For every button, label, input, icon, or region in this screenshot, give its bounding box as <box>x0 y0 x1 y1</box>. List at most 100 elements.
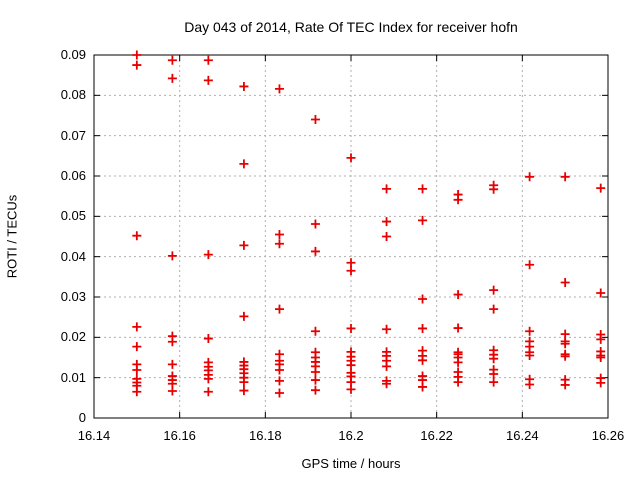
data-point-marker <box>560 339 570 349</box>
data-point-marker <box>525 172 535 182</box>
data-point-marker <box>596 183 606 193</box>
data-point-marker <box>239 386 249 396</box>
data-point-marker <box>132 387 142 397</box>
data-point-marker <box>310 219 320 229</box>
y-tick-label: 0 <box>78 410 86 425</box>
data-point-marker <box>418 215 428 225</box>
y-tick-label: 0.01 <box>60 369 86 385</box>
data-point-marker <box>167 359 177 369</box>
data-point-marker <box>489 184 499 194</box>
data-point-marker <box>489 377 499 387</box>
data-point-marker <box>310 367 320 377</box>
data-point-marker <box>274 304 284 314</box>
data-point-marker <box>132 231 142 241</box>
data-point-marker <box>167 55 177 65</box>
gridlines <box>94 55 608 418</box>
data-point-marker <box>167 73 177 83</box>
x-tick-label: 16.26 <box>591 428 625 443</box>
data-point-marker <box>346 384 356 394</box>
data-point-marker <box>453 195 463 205</box>
data-point-marker <box>346 323 356 333</box>
data-point-marker <box>596 353 606 362</box>
data-point-marker <box>453 357 463 367</box>
data-point-marker <box>274 388 284 398</box>
data-point-marker <box>132 322 142 332</box>
data-point-marker <box>525 350 535 360</box>
y-tick-label: 0.03 <box>60 289 86 304</box>
data-point-marker <box>346 258 356 268</box>
data-point-marker <box>418 382 428 392</box>
data-point-marker <box>525 326 535 336</box>
data-point-marker <box>167 337 177 347</box>
data-point-marker <box>382 324 392 334</box>
x-tick-label: 16.24 <box>506 428 539 443</box>
data-point-marker <box>382 184 392 194</box>
x-tick-label: 16.16 <box>163 428 196 443</box>
y-tick-label: 0.02 <box>60 329 86 345</box>
data-point-marker <box>382 379 392 389</box>
data-point-marker <box>560 277 570 287</box>
tick-marks <box>93 54 609 419</box>
y-tick-label: 0.09 <box>60 47 86 62</box>
x-tick-label: 16.14 <box>77 428 111 443</box>
y-tick-label: 0.04 <box>60 248 86 264</box>
data-point-marker <box>203 334 213 344</box>
data-point-marker <box>382 217 392 227</box>
y-tick-label: 0.07 <box>60 127 86 143</box>
x-tick-label: 16.2 <box>338 428 364 443</box>
data-points <box>132 50 606 398</box>
data-point-marker <box>239 159 249 169</box>
data-point-marker <box>525 260 535 270</box>
chart-title: Day 043 of 2014, Rate Of TEC Index for r… <box>184 19 518 35</box>
data-point-marker <box>453 290 463 300</box>
data-point-marker <box>596 378 606 388</box>
data-point-marker <box>489 304 499 314</box>
data-point-marker <box>239 81 249 91</box>
data-point-marker <box>346 360 356 370</box>
data-point-marker <box>239 240 249 250</box>
data-point-marker <box>203 250 213 260</box>
x-tick-label: 16.22 <box>420 428 453 443</box>
data-point-marker <box>132 342 142 352</box>
data-point-marker <box>453 323 463 333</box>
data-point-marker <box>203 387 213 397</box>
data-point-marker <box>418 184 428 194</box>
data-point-marker <box>239 377 249 387</box>
data-point-marker <box>453 377 463 387</box>
data-point-marker <box>382 361 392 371</box>
data-point-marker <box>310 115 320 125</box>
x-tick-label: 16.18 <box>249 428 282 443</box>
data-point-marker <box>132 365 142 375</box>
data-point-marker <box>310 326 320 336</box>
data-point-marker <box>418 323 428 333</box>
y-tick-label: 0.08 <box>60 87 86 103</box>
data-point-marker <box>560 351 570 361</box>
data-point-marker <box>167 386 177 396</box>
y-tick-label: 0.05 <box>60 208 86 224</box>
data-point-marker <box>382 232 392 241</box>
data-point-marker <box>274 239 284 249</box>
data-point-marker <box>167 251 177 261</box>
data-point-marker <box>132 50 142 60</box>
data-point-marker <box>310 246 320 256</box>
data-point-marker <box>596 288 606 298</box>
data-point-marker <box>560 380 570 390</box>
data-point-marker <box>489 369 499 379</box>
data-point-marker <box>203 75 213 85</box>
data-point-marker <box>596 334 606 344</box>
data-point-marker <box>310 375 320 385</box>
data-point-marker <box>489 354 499 364</box>
data-point-marker <box>310 385 320 395</box>
data-point-marker <box>274 84 284 94</box>
data-point-marker <box>346 266 356 276</box>
data-point-marker <box>346 153 356 163</box>
data-point-marker <box>203 55 213 65</box>
data-point-marker <box>525 380 535 390</box>
data-point-marker <box>418 355 428 365</box>
data-point-marker <box>132 60 142 70</box>
data-point-marker <box>203 374 213 384</box>
data-point-marker <box>274 376 284 386</box>
data-point-marker <box>274 365 284 375</box>
